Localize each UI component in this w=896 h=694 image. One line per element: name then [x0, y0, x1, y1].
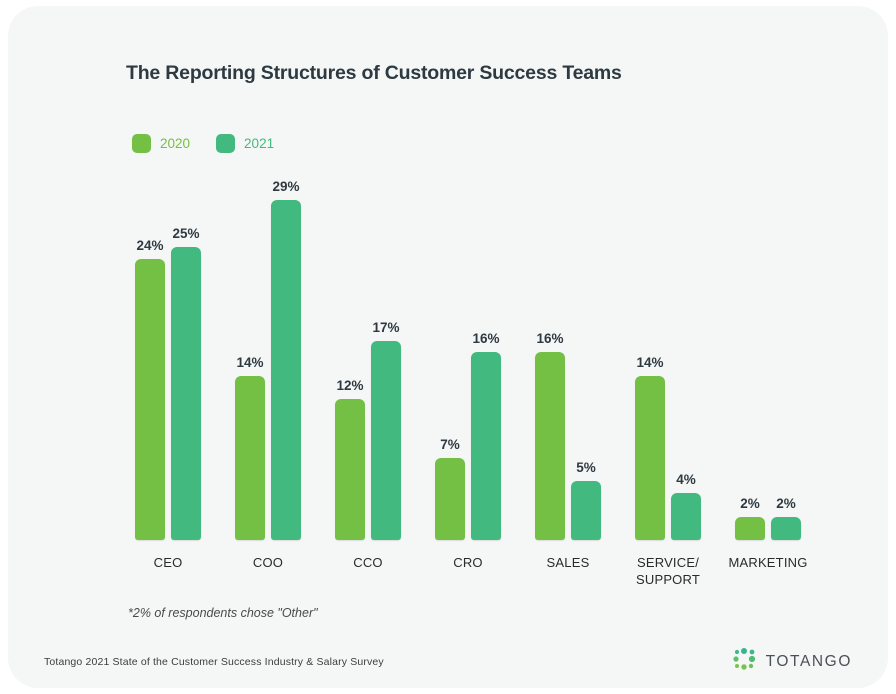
- bar-group-cco: 12% 17%: [335, 180, 401, 540]
- legend-label: 2021: [244, 136, 275, 151]
- chart-plot-area: 24% 25% CEO 14% 29% COO 12% 17% CCO 7% 16% CRO 16% 5%…: [8, 6, 888, 688]
- category-label-cro: CRO: [453, 555, 483, 570]
- bar-value-label: 17%: [372, 319, 400, 335]
- bar-rect[interactable]: [535, 352, 565, 540]
- bar-value-label: 29%: [272, 179, 300, 195]
- bar-value-label: 7%: [440, 436, 460, 452]
- legend-label: 2020: [160, 136, 191, 151]
- bar-group-sales: 16% 5%: [535, 180, 601, 540]
- bar-2021-cro[interactable]: 16%: [471, 180, 501, 540]
- bar-rect[interactable]: [171, 247, 201, 540]
- category-label-coo: COO: [252, 555, 284, 570]
- bar-rect[interactable]: [635, 375, 665, 540]
- chart-legend: 2020 2021: [132, 134, 274, 153]
- bar-group-marketing: 2% 2%: [735, 180, 801, 540]
- totango-dots-icon: [732, 648, 757, 675]
- bar-2021-sales[interactable]: 5%: [571, 180, 601, 540]
- bar-group-ceo: 24% 25%: [135, 180, 201, 540]
- brand-name: TOTANGO: [765, 652, 852, 670]
- legend-swatch-2021: [216, 134, 236, 153]
- bar-value-label: 2%: [776, 495, 796, 511]
- source-caption: Totango 2021 State of the Customer Succe…: [44, 656, 384, 668]
- bar-value-label: 16%: [536, 331, 564, 347]
- category-label-servicesupport: SERVICE/ SUPPORT: [635, 555, 700, 587]
- brand-logo: TOTANGO: [732, 648, 852, 675]
- bar-value-label: 2%: [740, 495, 760, 511]
- bar-rect[interactable]: [571, 481, 601, 540]
- bar-2020-cco[interactable]: 12%: [335, 180, 365, 540]
- bar-rect[interactable]: [735, 516, 765, 540]
- bar-value-label: 25%: [172, 226, 200, 241]
- bar-2021-ceo[interactable]: 25%: [171, 180, 201, 540]
- bar-rect[interactable]: [771, 516, 801, 540]
- bar-2021-coo[interactable]: 29%: [271, 179, 301, 540]
- category-label-marketing: MARKETING: [728, 555, 808, 570]
- bar-2021-servicesupport[interactable]: 4%: [671, 180, 701, 540]
- bar-group-servicesupport: 14% 4%: [635, 180, 701, 540]
- bar-group-coo: 14% 29%: [235, 179, 301, 540]
- bar-rect[interactable]: [335, 399, 365, 540]
- page-title: The Reporting Structures of Customer Suc…: [126, 62, 622, 84]
- bar-rect[interactable]: [135, 258, 165, 540]
- bar-2020-cro[interactable]: 7%: [435, 180, 465, 540]
- legend-swatch-2020: [132, 134, 151, 153]
- category-label-cco: CCO: [353, 555, 383, 570]
- bar-value-label: 24%: [136, 237, 164, 253]
- bar-2021-marketing[interactable]: 2%: [771, 180, 801, 540]
- bar-2020-servicesupport[interactable]: 14%: [635, 180, 665, 540]
- bar-value-label: 14%: [236, 354, 264, 370]
- bar-value-label: 5%: [576, 460, 596, 476]
- bar-value-label: 4%: [676, 472, 696, 488]
- bar-rect[interactable]: [235, 375, 265, 540]
- bar-2020-marketing[interactable]: 2%: [735, 180, 765, 540]
- bar-rect[interactable]: [471, 352, 501, 540]
- bar-2020-ceo[interactable]: 24%: [135, 180, 165, 540]
- legend-item-2020[interactable]: 2020: [132, 134, 190, 153]
- bar-rect[interactable]: [371, 340, 401, 540]
- bar-rect[interactable]: [671, 493, 701, 540]
- bar-value-label: 14%: [636, 354, 664, 370]
- category-label-sales: SALES: [546, 555, 590, 570]
- bar-rect[interactable]: [435, 457, 465, 540]
- bar-value-label: 12%: [336, 378, 364, 394]
- chart-footnote: *2% of respondents chose "Other": [128, 606, 318, 620]
- category-label-ceo: CEO: [153, 555, 183, 570]
- bar-2020-coo[interactable]: 14%: [235, 180, 265, 540]
- chart-card: The Reporting Structures of Customer Suc…: [8, 6, 888, 688]
- bar-value-label: 16%: [472, 331, 500, 347]
- legend-item-2021[interactable]: 2021: [216, 134, 274, 153]
- bar-group-cro: 7% 16%: [435, 180, 501, 540]
- bar-rect[interactable]: [271, 200, 301, 540]
- bar-2021-cco[interactable]: 17%: [371, 180, 401, 540]
- bar-2020-sales[interactable]: 16%: [535, 180, 565, 540]
